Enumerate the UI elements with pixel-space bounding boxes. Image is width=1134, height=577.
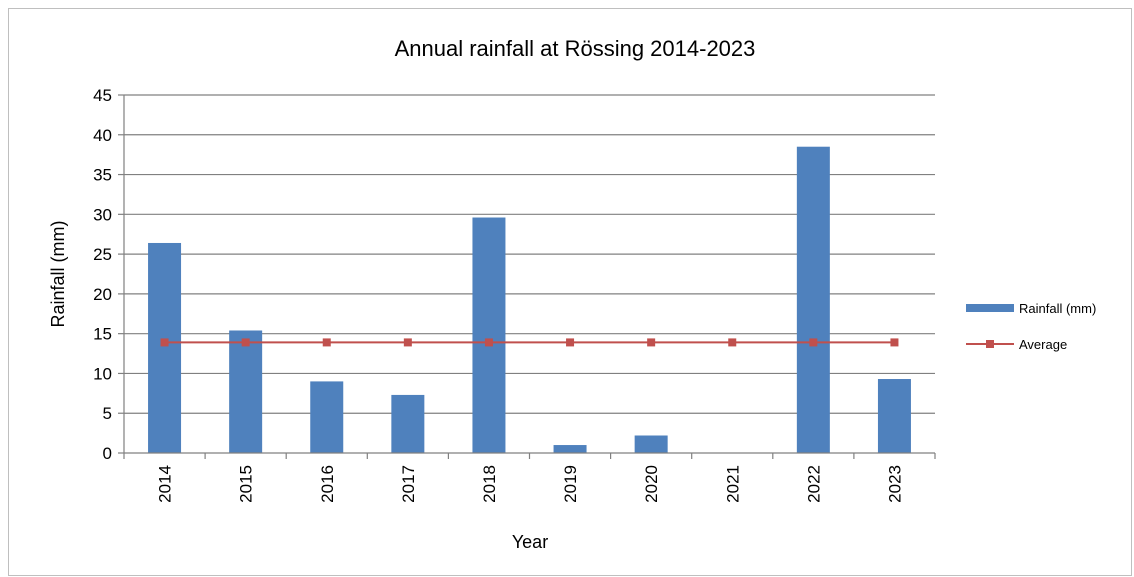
bar-2014 (148, 242, 182, 453)
y-tick-label: 40 (93, 126, 112, 145)
y-tick-label: 20 (93, 285, 112, 304)
x-tick-label: 2021 (723, 465, 742, 503)
average-line (160, 338, 899, 347)
bar-2018 (472, 217, 506, 453)
legend: Rainfall (mm) Average (966, 301, 1096, 352)
average-marker (160, 338, 169, 347)
y-tick-label: 25 (93, 245, 112, 264)
chart-frame (8, 8, 1132, 576)
average-marker (647, 338, 656, 347)
bar-2020 (634, 435, 668, 453)
bar-2023 (877, 379, 911, 453)
y-tick-label: 10 (93, 364, 112, 383)
x-tick-label: 2014 (156, 465, 175, 503)
legend-swatch-rainfall (966, 304, 1014, 312)
average-marker (890, 338, 899, 347)
bar-2022 (796, 146, 830, 453)
y-tick-label: 0 (103, 444, 112, 463)
legend-label-rainfall: Rainfall (mm) (1019, 301, 1096, 316)
legend-marker-average (986, 340, 994, 348)
x-tick-label: 2015 (237, 465, 256, 503)
average-marker (809, 338, 818, 347)
x-tick-label: 2018 (480, 465, 499, 503)
rainfall-bars (148, 146, 911, 453)
bar-2019 (553, 445, 587, 453)
x-tick-label: 2022 (804, 465, 823, 503)
y-tick-label: 5 (103, 404, 112, 423)
average-marker (403, 338, 412, 347)
average-marker (728, 338, 737, 347)
y-axis-label: Rainfall (mm) (48, 220, 68, 327)
y-tick-label: 35 (93, 166, 112, 185)
x-tick-label: 2016 (318, 465, 337, 503)
bar-2017 (391, 394, 425, 453)
x-tick-label: 2020 (642, 465, 661, 503)
x-tick-label: 2023 (885, 465, 904, 503)
average-marker (241, 338, 250, 347)
y-tick-label: 15 (93, 325, 112, 344)
axes: 0 5 10 15 20 25 30 35 40 45 2014 2015 2016 2017 2018 20… (93, 86, 936, 503)
x-tick-label: 2019 (561, 465, 580, 503)
bar-2015 (229, 330, 263, 453)
bar-2016 (310, 381, 344, 453)
average-marker (484, 338, 493, 347)
average-marker (322, 338, 331, 347)
y-tick-label: 45 (93, 86, 112, 105)
legend-label-average: Average (1019, 337, 1067, 352)
y-tick-label: 30 (93, 205, 112, 224)
average-marker (566, 338, 575, 347)
x-tick-label: 2017 (399, 465, 418, 503)
x-axis-label: Year (512, 532, 548, 552)
chart-title: Annual rainfall at Rössing 2014-2023 (395, 36, 756, 61)
